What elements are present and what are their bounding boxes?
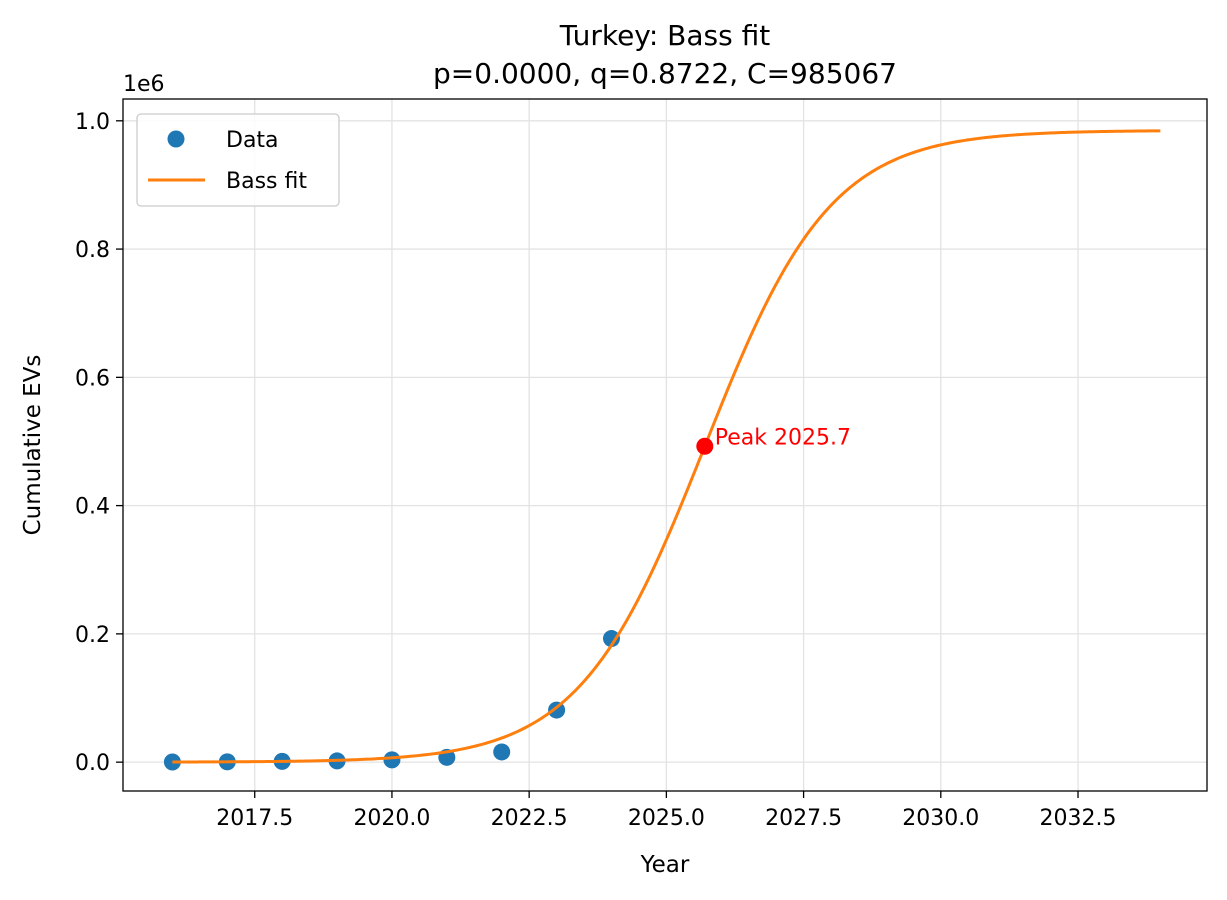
x-axis-label: Year: [640, 852, 690, 878]
ticks: 2017.5 2020.0 2022.5 2025.0 2027.5 2030.0 2032…: [75, 110, 1117, 831]
chart-title: Turkey: Bass fit: [559, 19, 771, 52]
legend-fit-label: Bass fit: [226, 169, 307, 194]
y-tick-label: 0.8: [75, 238, 110, 263]
y-tick-label: 1.0: [75, 110, 110, 135]
y-axis-label: Cumulative EVs: [20, 355, 46, 536]
x-tick-label: 2025.0: [628, 806, 705, 831]
data-point: [163, 753, 181, 771]
y-tick-label: 0.2: [75, 623, 110, 648]
x-tick-label: 2017.5: [216, 806, 293, 831]
axes-frame: [122, 98, 1208, 792]
peak-marker: [696, 437, 714, 455]
chart-subtitle: p=0.0000, q=0.8722, C=985067: [433, 57, 897, 90]
x-tick-label: 2030.0: [902, 806, 979, 831]
legend: Data Bass fit: [136, 113, 340, 207]
x-tick-label: 2022.5: [491, 806, 568, 831]
y-tick-label: 0.4: [75, 495, 110, 520]
x-tick-label: 2032.5: [1040, 806, 1117, 831]
grid: [123, 99, 1207, 791]
x-tick-label: 2027.5: [765, 806, 842, 831]
legend-box: [136, 113, 340, 207]
legend-data-marker: [167, 130, 185, 148]
y-tick-label: 0.0: [75, 751, 110, 776]
data-point: [602, 630, 620, 648]
legend-data-label: Data: [226, 128, 279, 153]
bass-fit-line: [172, 129, 1161, 764]
y-offset-label: 1e6: [123, 72, 165, 97]
plot-area: Peak 2025.7: [163, 129, 1161, 771]
data-point: [493, 743, 511, 761]
data-point: [383, 751, 401, 769]
y-tick-label: 0.6: [75, 366, 110, 391]
peak-annotation: Peak 2025.7: [715, 425, 851, 450]
x-tick-label: 2020.0: [353, 806, 430, 831]
